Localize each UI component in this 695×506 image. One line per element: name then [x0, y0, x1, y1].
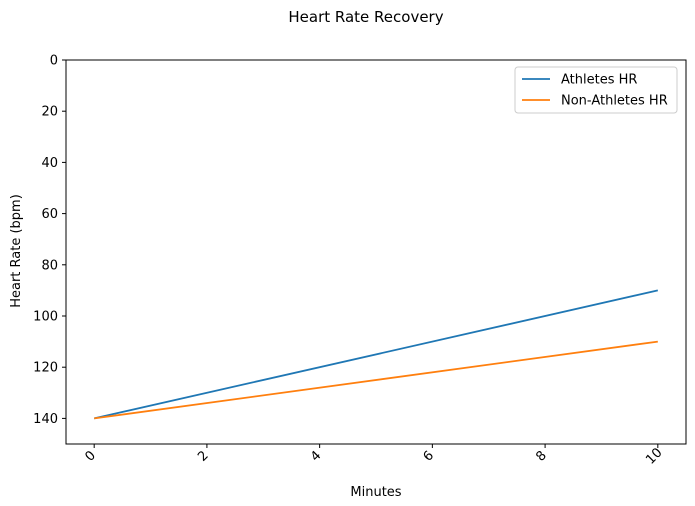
series-layer	[93, 289, 659, 420]
plot-area	[65, 59, 687, 445]
legend-entry: Athletes HR	[561, 73, 637, 88]
x-tick-label: 10	[643, 445, 665, 467]
y-tick-label: 80	[41, 258, 58, 273]
x-axis-label: Minutes	[350, 485, 401, 500]
y-tick-label: 100	[33, 310, 58, 325]
legend-box	[514, 66, 678, 114]
series-line	[94, 340, 658, 420]
y-axis-ticks: 0 20 40 60 80 100 120 140	[33, 54, 66, 427]
x-tick-label: 2	[195, 448, 211, 464]
x-tick-label: 8	[533, 448, 549, 464]
chart-title: Heart Rate Recovery	[288, 8, 443, 26]
y-tick-label: 120	[33, 361, 58, 376]
y-tick-label: 140	[33, 412, 58, 427]
legend: Athletes HR Non-Athletes HR	[514, 66, 678, 114]
x-axis-ticks: 0 2 4 6 8 10	[82, 444, 665, 468]
series-line	[93, 289, 659, 420]
y-tick-label: 60	[41, 207, 58, 222]
y-tick-label: 40	[41, 156, 58, 171]
y-tick-label: 20	[41, 105, 58, 120]
plot-frame	[65, 59, 687, 445]
y-axis-label: Heart Rate (bpm)	[9, 194, 24, 308]
x-tick-label: 0	[82, 448, 98, 464]
y-tick-label: 0	[50, 54, 58, 69]
x-tick-label: 6	[421, 448, 437, 464]
legend-entry: Non-Athletes HR	[561, 94, 668, 109]
x-tick-label: 4	[308, 448, 324, 464]
